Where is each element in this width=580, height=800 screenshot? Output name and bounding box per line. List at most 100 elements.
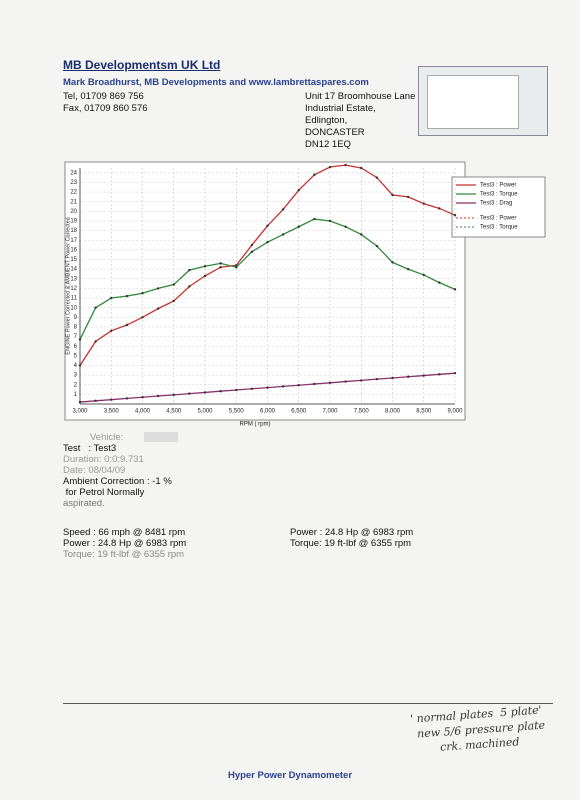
x-tick-label: 5,500 — [229, 409, 245, 415]
point — [203, 391, 207, 394]
x-tick-label: 8,000 — [385, 409, 401, 415]
point — [360, 166, 363, 170]
duration: Duration: 0:0:9.731 — [63, 454, 144, 465]
x-tick-label: 6,000 — [260, 409, 276, 415]
point — [141, 292, 144, 295]
y-tick-label: 6 — [74, 344, 78, 350]
y-tick-label: 17 — [70, 238, 77, 244]
point — [172, 283, 175, 286]
point — [250, 250, 254, 254]
point — [297, 225, 300, 228]
point — [375, 377, 379, 381]
address-line: Unit 17 Broomhouse Lane — [305, 91, 416, 102]
point — [438, 207, 441, 210]
x-tick-label: 4,000 — [135, 409, 151, 415]
tel: Tel, 01709 869 756 — [63, 91, 144, 102]
point — [141, 396, 144, 399]
y-tick-label: 14 — [70, 267, 77, 273]
date: Date: 08/04/09 — [63, 465, 126, 476]
point — [94, 306, 97, 309]
point — [219, 262, 222, 265]
y-tick-label: 23 — [70, 180, 77, 186]
point — [422, 374, 425, 377]
point — [453, 214, 457, 217]
address-line: Edlington, — [305, 115, 348, 126]
point — [406, 375, 410, 378]
y-tick-label: 15 — [70, 257, 77, 263]
point — [406, 195, 410, 199]
x-tick-label: 9,000 — [447, 409, 463, 415]
point — [188, 268, 191, 272]
point — [391, 376, 394, 380]
point — [172, 299, 175, 303]
legend-label: Test3 : Torque — [480, 192, 518, 198]
point — [110, 398, 113, 401]
result-right: Torque: 19 ft-lbf @ 6355 rpm — [290, 538, 412, 549]
point — [78, 338, 82, 341]
point — [156, 394, 160, 398]
point — [328, 381, 332, 385]
fax: Fax, 01709 860 576 — [63, 103, 148, 114]
point — [125, 397, 129, 400]
y-tick-label: 19 — [70, 219, 77, 225]
point — [313, 173, 316, 176]
thumbnail-plot — [427, 75, 519, 129]
point — [453, 371, 457, 375]
point — [125, 294, 129, 298]
y-axis-label: ENGINE Power Corrected & AMBIENT Power C… — [65, 217, 71, 354]
rule — [63, 703, 553, 704]
point — [453, 288, 457, 291]
point — [328, 219, 332, 223]
redaction — [144, 432, 178, 442]
y-tick-label: 10 — [70, 305, 77, 311]
point — [203, 274, 207, 278]
point — [344, 163, 347, 167]
point — [188, 392, 191, 395]
result-right: Power : 24.8 Hp @ 6983 rpm — [290, 527, 414, 538]
point — [110, 329, 113, 332]
point — [235, 266, 238, 269]
point — [391, 193, 394, 197]
point — [281, 385, 285, 388]
x-tick-label: 6,500 — [291, 409, 307, 415]
point — [235, 388, 238, 392]
point — [219, 266, 222, 269]
address-line: DN12 1EQ — [305, 139, 351, 150]
point — [219, 389, 222, 393]
ambient-2: for Petrol Normally — [63, 487, 145, 498]
thumbnail — [418, 66, 548, 136]
point — [422, 273, 425, 277]
point — [281, 208, 285, 211]
result-left: Speed : 66 mph @ 8481 rpm — [63, 527, 186, 538]
point — [375, 176, 379, 179]
point — [78, 364, 82, 367]
point — [297, 384, 300, 387]
point — [391, 261, 394, 264]
point — [281, 233, 285, 236]
point — [266, 240, 269, 244]
point — [360, 233, 363, 236]
x-tick-label: 5,000 — [197, 409, 213, 415]
y-tick-label: 3 — [74, 373, 78, 379]
y-tick-label: 18 — [70, 228, 77, 234]
chart-frame — [64, 161, 466, 421]
point — [344, 380, 347, 383]
y-tick-label: 2 — [74, 382, 78, 388]
point — [438, 281, 441, 284]
point — [344, 225, 347, 228]
point — [94, 340, 97, 343]
point — [141, 316, 144, 319]
point — [375, 244, 379, 248]
point — [156, 287, 160, 290]
point — [266, 224, 269, 227]
legend-box — [451, 176, 546, 238]
x-tick-label: 4,500 — [166, 409, 182, 415]
x-tick-label: 7,500 — [354, 409, 370, 415]
legend-label: Test3 : Power — [480, 183, 516, 189]
test: Test : Test3 — [63, 443, 117, 454]
point — [94, 399, 97, 403]
legend-label: Test3 : Power — [480, 216, 516, 222]
y-tick-label: 11 — [71, 296, 78, 302]
x-tick-label: 7,000 — [322, 409, 338, 415]
